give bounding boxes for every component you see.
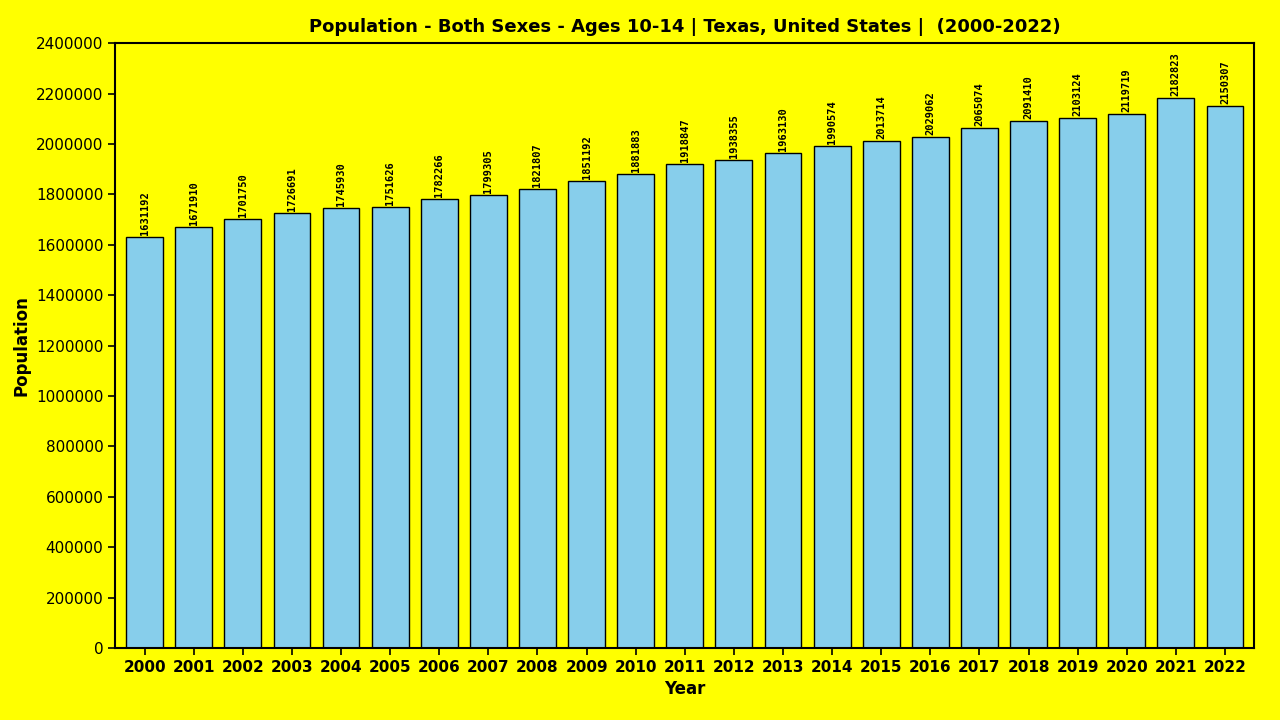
Text: 1631192: 1631192 (140, 192, 150, 235)
Text: 2013714: 2013714 (877, 95, 886, 138)
Bar (1108, 114, 1146, 648)
Bar (127, 237, 163, 648)
Bar (1010, 121, 1047, 648)
Bar (274, 213, 310, 648)
Title: Population - Both Sexes - Ages 10-14 | Texas, United States |  (2000-2022): Population - Both Sexes - Ages 10-14 | T… (308, 18, 1061, 36)
Bar (814, 146, 850, 648)
Bar (175, 227, 212, 648)
Bar (911, 137, 948, 648)
Text: 1799305: 1799305 (484, 149, 493, 192)
Bar (568, 181, 605, 648)
Text: 2119719: 2119719 (1121, 68, 1132, 112)
Text: 1726691: 1726691 (287, 167, 297, 211)
Text: 1782266: 1782266 (434, 153, 444, 197)
Text: 2091410: 2091410 (1024, 75, 1033, 119)
Bar (323, 208, 360, 648)
Text: 1701750: 1701750 (238, 174, 248, 217)
Text: 1851192: 1851192 (581, 136, 591, 179)
Bar (961, 127, 998, 648)
Bar (764, 153, 801, 648)
Text: 1938355: 1938355 (728, 114, 739, 158)
Y-axis label: Population: Population (13, 295, 31, 396)
Text: 1963130: 1963130 (778, 107, 788, 151)
X-axis label: Year: Year (664, 680, 705, 698)
Bar (421, 199, 458, 648)
Bar (1060, 118, 1096, 648)
Text: 1751626: 1751626 (385, 161, 396, 204)
Text: 2150307: 2150307 (1220, 60, 1230, 104)
Text: 1745930: 1745930 (337, 162, 346, 206)
Text: 2065074: 2065074 (974, 82, 984, 125)
Text: 1990574: 1990574 (827, 101, 837, 144)
Bar (224, 219, 261, 648)
Bar (371, 207, 408, 648)
Text: 1881883: 1881883 (631, 128, 641, 172)
Text: 2029062: 2029062 (925, 91, 936, 135)
Bar (520, 189, 556, 648)
Bar (617, 174, 654, 648)
Bar (716, 160, 753, 648)
Text: 1671910: 1671910 (188, 181, 198, 225)
Text: 1918847: 1918847 (680, 119, 690, 163)
Bar (667, 164, 703, 648)
Bar (1157, 98, 1194, 648)
Text: 2182823: 2182823 (1171, 52, 1181, 96)
Text: 1821807: 1821807 (532, 143, 543, 187)
Bar (863, 140, 900, 648)
Bar (470, 194, 507, 648)
Text: 2103124: 2103124 (1073, 72, 1083, 116)
Bar (1207, 106, 1243, 648)
